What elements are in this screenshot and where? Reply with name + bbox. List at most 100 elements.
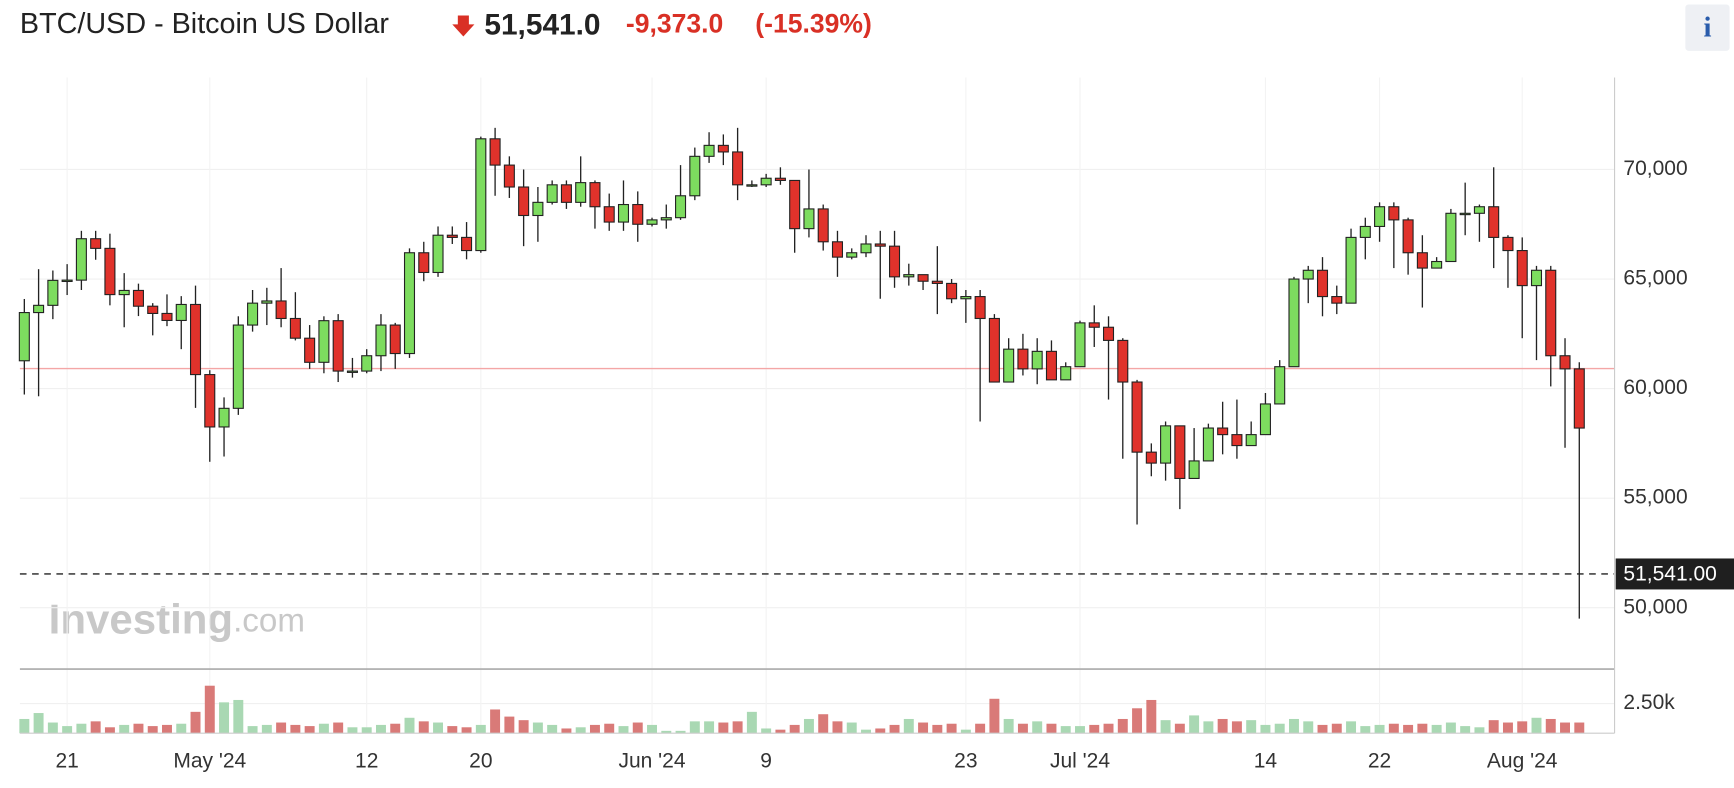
candle-body xyxy=(746,184,758,187)
candle-body xyxy=(831,241,844,258)
candle-body xyxy=(1003,348,1015,383)
candle-body xyxy=(1559,355,1571,370)
volume-bar xyxy=(90,721,101,734)
x-tick-label: May '24 xyxy=(173,750,246,773)
candle-body xyxy=(1445,212,1457,263)
candle-body xyxy=(1545,269,1557,357)
candle-body xyxy=(532,201,544,217)
candle-body xyxy=(247,302,259,326)
volume-bar xyxy=(1331,723,1342,734)
volume-bar xyxy=(1403,724,1414,734)
volume-bar xyxy=(1089,724,1100,734)
volume-bar xyxy=(1260,724,1271,734)
candle-body xyxy=(903,274,915,278)
candle-body xyxy=(261,300,273,304)
candle-body xyxy=(1345,236,1357,304)
volume-bar xyxy=(589,724,600,734)
info-button[interactable] xyxy=(1685,4,1730,51)
volume-bar xyxy=(889,724,900,734)
volume-bar xyxy=(247,726,258,734)
volume-bar xyxy=(1346,721,1357,734)
candle-body xyxy=(1573,368,1585,429)
volume-bar xyxy=(1046,723,1057,734)
x-tick-label: 20 xyxy=(469,750,492,773)
volume-bar xyxy=(104,727,115,734)
volume-bar xyxy=(204,685,215,734)
x-tick-label: 21 xyxy=(55,750,78,773)
candle-body xyxy=(75,238,87,281)
candle-body xyxy=(1288,278,1300,368)
candle-body xyxy=(931,280,943,284)
volume-bar xyxy=(347,727,358,734)
y-tick-label: 70,000 xyxy=(1623,157,1687,180)
candle-body xyxy=(1160,425,1172,464)
volume-bar xyxy=(1388,723,1399,734)
x-tick-label: 14 xyxy=(1254,750,1278,773)
volume-bar xyxy=(647,724,657,734)
candle-body xyxy=(232,324,244,409)
candle-body xyxy=(1488,206,1500,238)
volume-bar xyxy=(447,726,458,734)
volume-bar xyxy=(618,726,629,734)
volume-bar xyxy=(604,723,615,734)
candle-body xyxy=(1117,339,1129,383)
candle-body xyxy=(189,303,202,376)
volume-bar xyxy=(490,709,501,734)
volume-bar xyxy=(875,728,886,734)
volume-bar xyxy=(176,723,187,734)
candle-body xyxy=(18,312,30,362)
candle-body xyxy=(361,355,373,372)
volume-bar xyxy=(632,722,643,734)
volume-bar xyxy=(1060,726,1071,734)
volume-bar xyxy=(162,724,172,734)
candle-body xyxy=(1502,236,1514,252)
candle-body xyxy=(789,179,801,230)
candle-body xyxy=(632,203,644,225)
volume-bar xyxy=(1560,722,1570,734)
candle-body xyxy=(61,279,73,283)
candle-body xyxy=(1188,460,1200,479)
candle-body xyxy=(90,238,102,249)
volume-bar xyxy=(946,723,957,734)
volume-bar xyxy=(1217,718,1228,734)
volume-bar xyxy=(918,722,929,734)
candle-body xyxy=(161,312,173,322)
info-icon[interactable]: i xyxy=(1703,11,1711,43)
candle-body xyxy=(1202,427,1214,462)
down-arrow xyxy=(452,15,475,37)
volume-bar xyxy=(1189,715,1200,734)
volume-bar xyxy=(1488,720,1499,734)
candle-body xyxy=(1045,350,1057,381)
last-price-label: 51,541.00 xyxy=(1623,563,1716,586)
volume-bar xyxy=(19,718,30,734)
volume-bar xyxy=(1545,718,1556,734)
volume-bar xyxy=(518,720,529,734)
candle-body xyxy=(617,203,630,223)
candle-body xyxy=(489,138,501,166)
volume-bar xyxy=(333,722,344,734)
y-tick-label: 55,000 xyxy=(1623,486,1687,509)
candle-body xyxy=(1359,225,1371,238)
candle-body xyxy=(988,317,1000,383)
candle-body xyxy=(375,324,387,357)
price-change: -9,373.0 xyxy=(626,8,723,38)
volume-bar xyxy=(789,724,800,734)
candle-body xyxy=(703,144,715,157)
volume-bar xyxy=(290,724,301,734)
candle-body xyxy=(1174,425,1186,479)
volume-bar xyxy=(76,723,87,734)
candle-body xyxy=(132,289,144,307)
x-tick-label: 22 xyxy=(1368,750,1391,773)
candle-body xyxy=(1259,403,1271,436)
volume-bar xyxy=(689,721,700,734)
candle-body xyxy=(946,282,958,300)
volume-bar xyxy=(190,711,201,734)
y-tick-label: 60,000 xyxy=(1623,376,1687,399)
volume-bar xyxy=(1360,726,1371,734)
candle-body xyxy=(304,337,316,363)
volume-bar xyxy=(33,713,44,734)
volume-bar xyxy=(461,727,472,734)
volume-bar xyxy=(718,722,729,734)
candle-body xyxy=(774,177,786,181)
